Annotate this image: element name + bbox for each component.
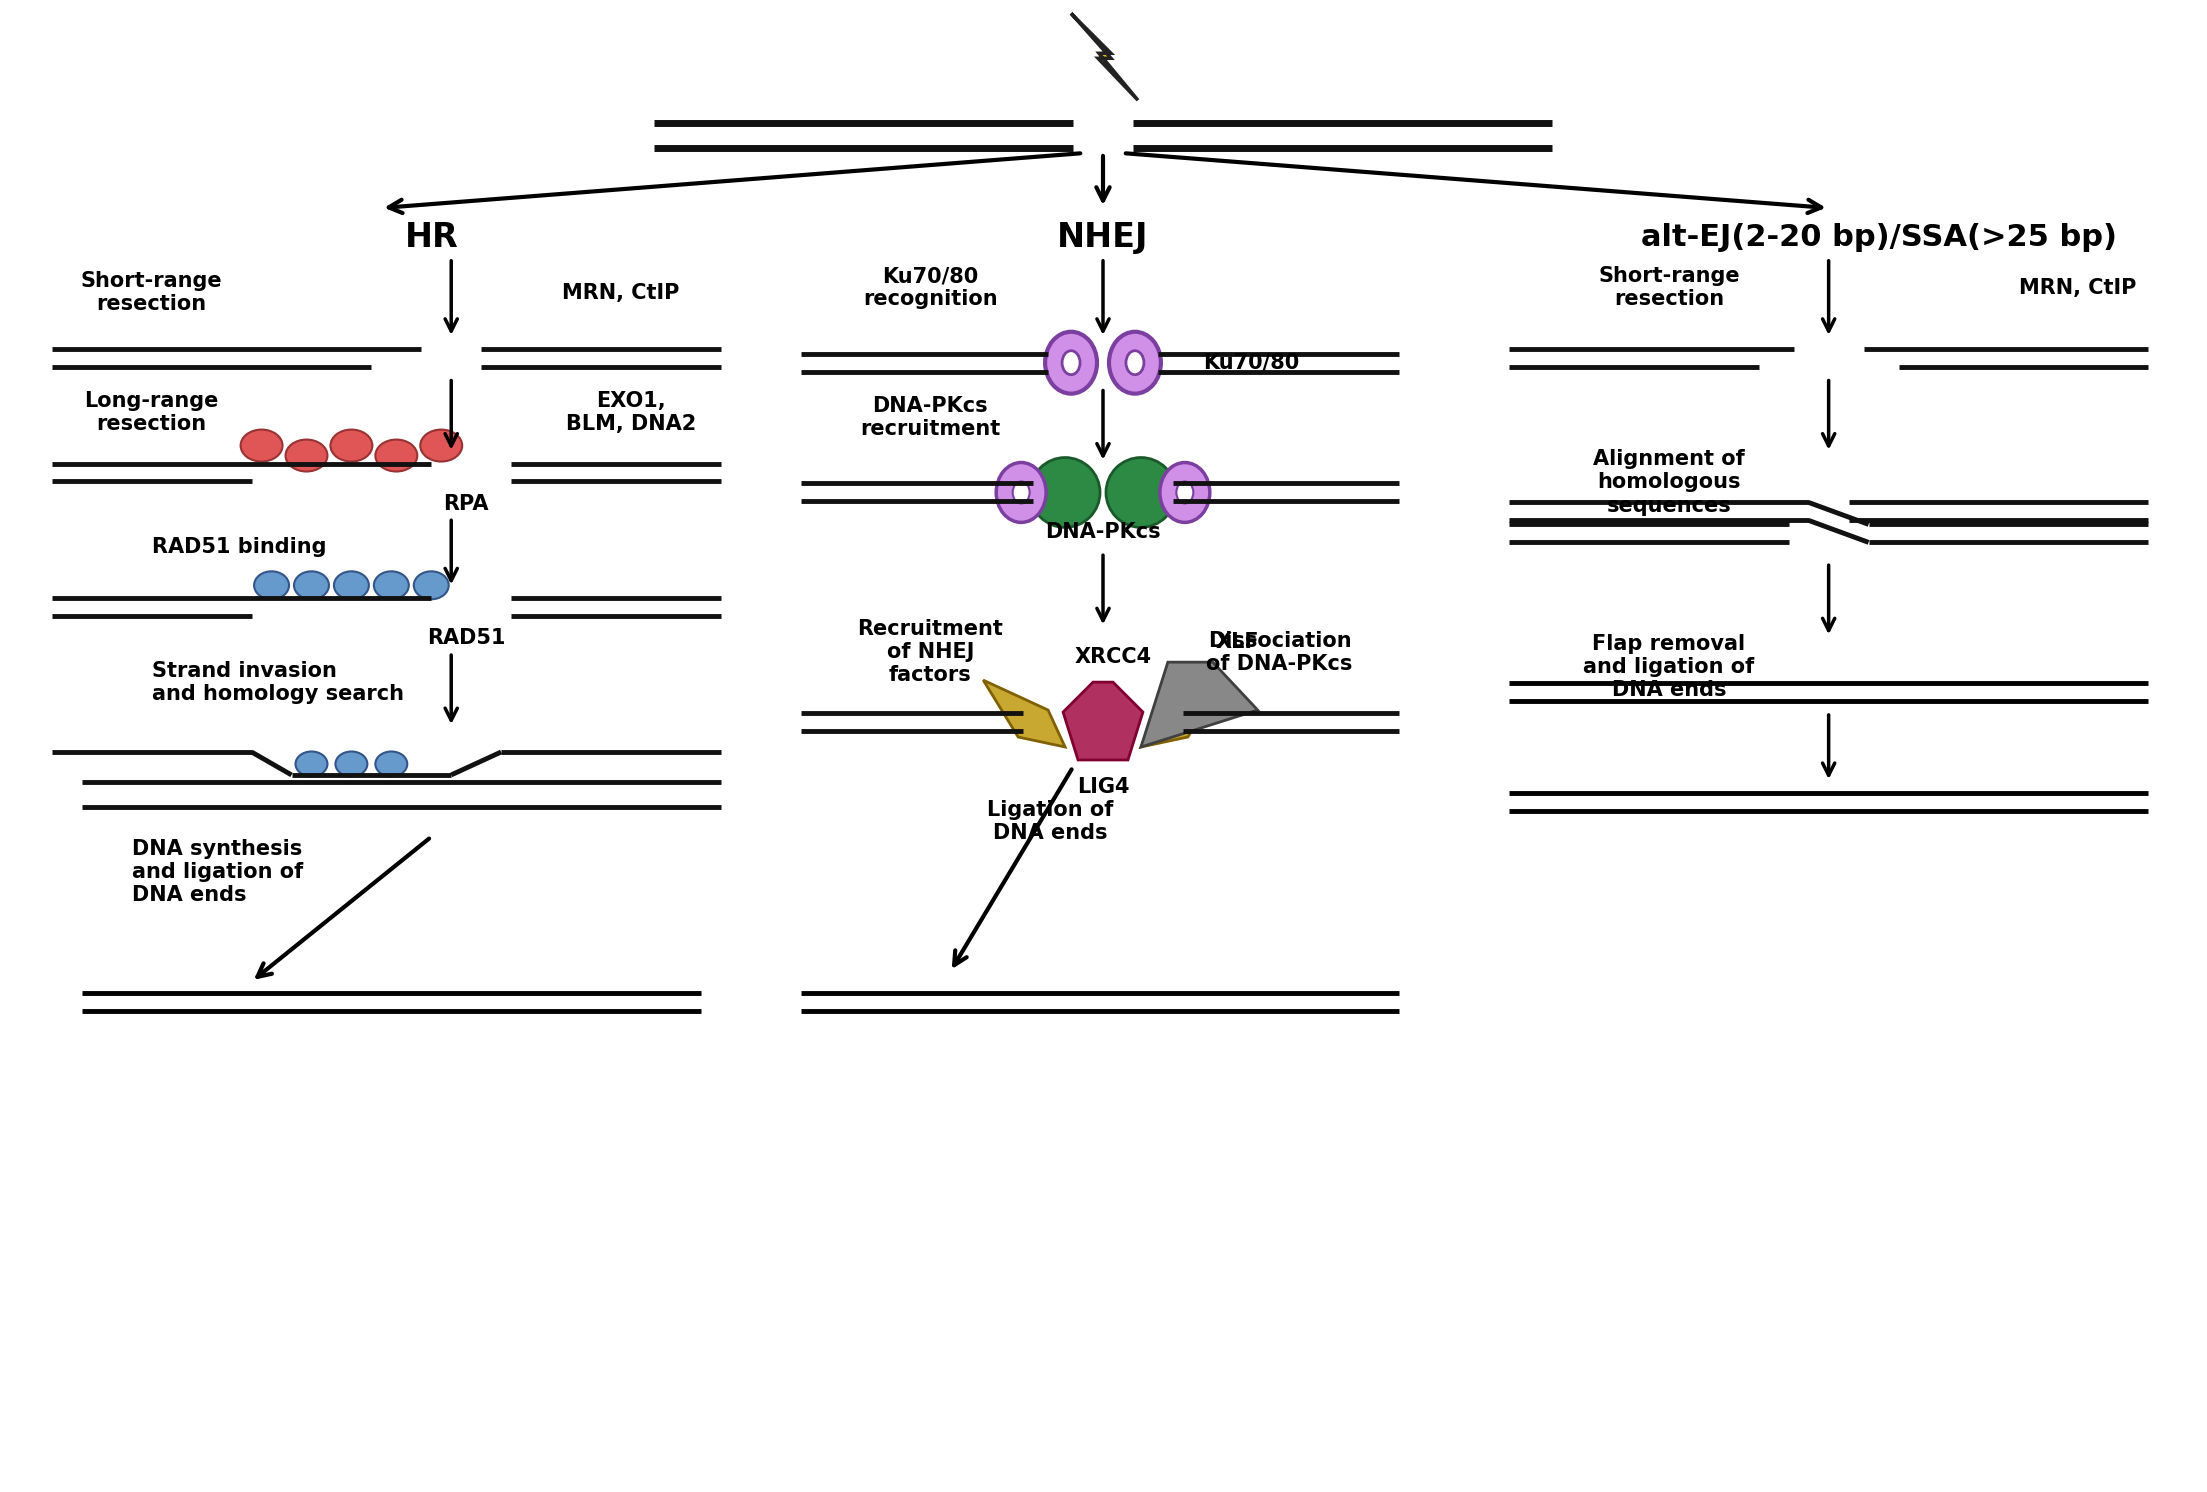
Text: DNA-PKcs
recruitment: DNA-PKcs recruitment <box>861 395 1000 439</box>
Text: Ku70/80: Ku70/80 <box>1203 352 1300 373</box>
Ellipse shape <box>331 430 373 461</box>
Ellipse shape <box>285 440 327 471</box>
Ellipse shape <box>1126 351 1143 374</box>
Ellipse shape <box>419 430 461 461</box>
Text: Long-range
resection: Long-range resection <box>84 391 218 434</box>
Text: RPA: RPA <box>444 494 490 515</box>
Ellipse shape <box>1013 482 1031 503</box>
Ellipse shape <box>1062 351 1079 374</box>
Text: EXO1,
BLM, DNA2: EXO1, BLM, DNA2 <box>565 391 695 434</box>
Text: DNA synthesis
and ligation of
DNA ends: DNA synthesis and ligation of DNA ends <box>132 839 302 906</box>
Ellipse shape <box>995 463 1046 522</box>
Text: Alignment of
homologous
sequences: Alignment of homologous sequences <box>1593 449 1746 516</box>
Text: Ligation of
DNA ends: Ligation of DNA ends <box>987 800 1112 843</box>
Text: Short-range
resection: Short-range resection <box>82 272 223 315</box>
Text: XLF: XLF <box>1216 633 1260 652</box>
Text: XRCC4: XRCC4 <box>1075 648 1152 667</box>
Text: MRN, CtIP: MRN, CtIP <box>563 283 680 303</box>
Ellipse shape <box>296 752 327 776</box>
Ellipse shape <box>375 440 417 471</box>
Text: Recruitment
of NHEJ
factors: Recruitment of NHEJ factors <box>856 619 1004 685</box>
Text: Flap removal
and ligation of
DNA ends: Flap removal and ligation of DNA ends <box>1582 634 1755 700</box>
Text: Dissociation
of DNA-PKcs: Dissociation of DNA-PKcs <box>1207 631 1353 674</box>
Text: Short-range
resection: Short-range resection <box>1598 266 1739 309</box>
Text: MRN, CtIP: MRN, CtIP <box>2019 278 2136 298</box>
Ellipse shape <box>335 752 366 776</box>
Text: alt-EJ(2-20 bp)/SSA(>25 bp): alt-EJ(2-20 bp)/SSA(>25 bp) <box>1640 224 2117 252</box>
Text: RAD51 binding: RAD51 binding <box>152 537 327 558</box>
Ellipse shape <box>1108 331 1161 394</box>
Text: RAD51: RAD51 <box>426 628 505 648</box>
Ellipse shape <box>241 430 282 461</box>
Ellipse shape <box>1031 458 1099 527</box>
Polygon shape <box>984 680 1066 747</box>
Text: LIG4: LIG4 <box>1077 777 1130 797</box>
Ellipse shape <box>413 571 448 600</box>
Polygon shape <box>1070 13 1139 100</box>
Ellipse shape <box>373 571 408 600</box>
Ellipse shape <box>1046 331 1097 394</box>
Ellipse shape <box>333 571 369 600</box>
Text: Strand invasion
and homology search: Strand invasion and homology search <box>152 661 404 704</box>
Text: DNA-PKcs: DNA-PKcs <box>1046 522 1161 543</box>
Polygon shape <box>1064 682 1143 759</box>
Polygon shape <box>1141 662 1258 747</box>
Ellipse shape <box>1176 482 1194 503</box>
Ellipse shape <box>294 571 329 600</box>
Ellipse shape <box>375 752 408 776</box>
Text: NHEJ: NHEJ <box>1057 221 1150 255</box>
Ellipse shape <box>254 571 289 600</box>
Polygon shape <box>1141 680 1223 747</box>
Ellipse shape <box>1161 463 1209 522</box>
Ellipse shape <box>1106 458 1176 527</box>
Text: Ku70/80
recognition: Ku70/80 recognition <box>863 266 998 309</box>
Text: HR: HR <box>404 221 459 255</box>
